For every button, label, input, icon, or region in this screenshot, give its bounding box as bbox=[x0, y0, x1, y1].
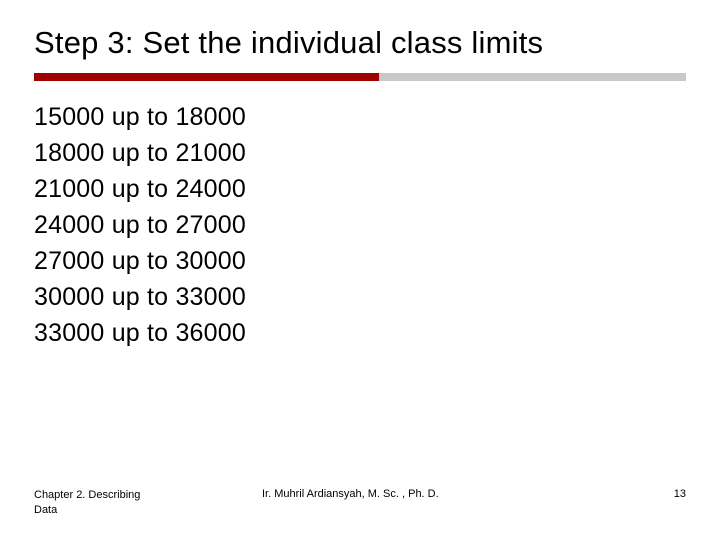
class-row: 33000 up to 36000 bbox=[34, 315, 686, 351]
slide-title: Step 3: Set the individual class limits bbox=[34, 24, 686, 63]
class-lower: 15000 bbox=[34, 103, 105, 131]
footer-author: Ir. Muhril Ardiansyah, M. Sc. , Ph. D. bbox=[234, 488, 626, 500]
class-lower: 18000 bbox=[34, 139, 105, 167]
class-row: 30000 up to 33000 bbox=[34, 279, 686, 315]
class-row: 27000 up to 30000 bbox=[34, 243, 686, 279]
class-lower: 21000 bbox=[34, 175, 105, 203]
class-upper: 18000 bbox=[175, 103, 246, 131]
title-rule bbox=[34, 73, 686, 81]
class-row: 24000 up to 27000 bbox=[34, 207, 686, 243]
footer-chapter-line1: Chapter 2. Describing bbox=[34, 489, 140, 501]
footer-chapter-line2: Data bbox=[34, 504, 57, 516]
class-upper: 30000 bbox=[175, 247, 246, 275]
class-upper: 27000 bbox=[175, 211, 246, 239]
slide-footer: Chapter 2. Describing Data Ir. Muhril Ar… bbox=[0, 488, 720, 518]
class-connector: up to bbox=[112, 247, 169, 275]
class-row: 15000 up to 18000 bbox=[34, 99, 686, 135]
class-lower: 30000 bbox=[34, 283, 105, 311]
class-lower: 24000 bbox=[34, 211, 105, 239]
class-connector: up to bbox=[112, 139, 169, 167]
class-row: 21000 up to 24000 bbox=[34, 171, 686, 207]
rule-red-segment bbox=[34, 73, 379, 81]
class-connector: up to bbox=[112, 103, 169, 131]
class-lower: 27000 bbox=[34, 247, 105, 275]
class-lower: 33000 bbox=[34, 319, 105, 347]
class-connector: up to bbox=[112, 211, 169, 239]
footer-page-number: 13 bbox=[626, 488, 686, 500]
class-row: 18000 up to 21000 bbox=[34, 135, 686, 171]
class-upper: 33000 bbox=[175, 283, 246, 311]
class-upper: 36000 bbox=[175, 319, 246, 347]
class-connector: up to bbox=[112, 175, 169, 203]
class-connector: up to bbox=[112, 283, 169, 311]
footer-chapter: Chapter 2. Describing Data bbox=[34, 488, 234, 518]
class-upper: 24000 bbox=[175, 175, 246, 203]
class-connector: up to bbox=[112, 319, 169, 347]
rule-gray-segment bbox=[379, 73, 686, 81]
class-limits-list: 15000 up to 1800018000 up to 2100021000 … bbox=[34, 99, 686, 351]
class-upper: 21000 bbox=[175, 139, 246, 167]
